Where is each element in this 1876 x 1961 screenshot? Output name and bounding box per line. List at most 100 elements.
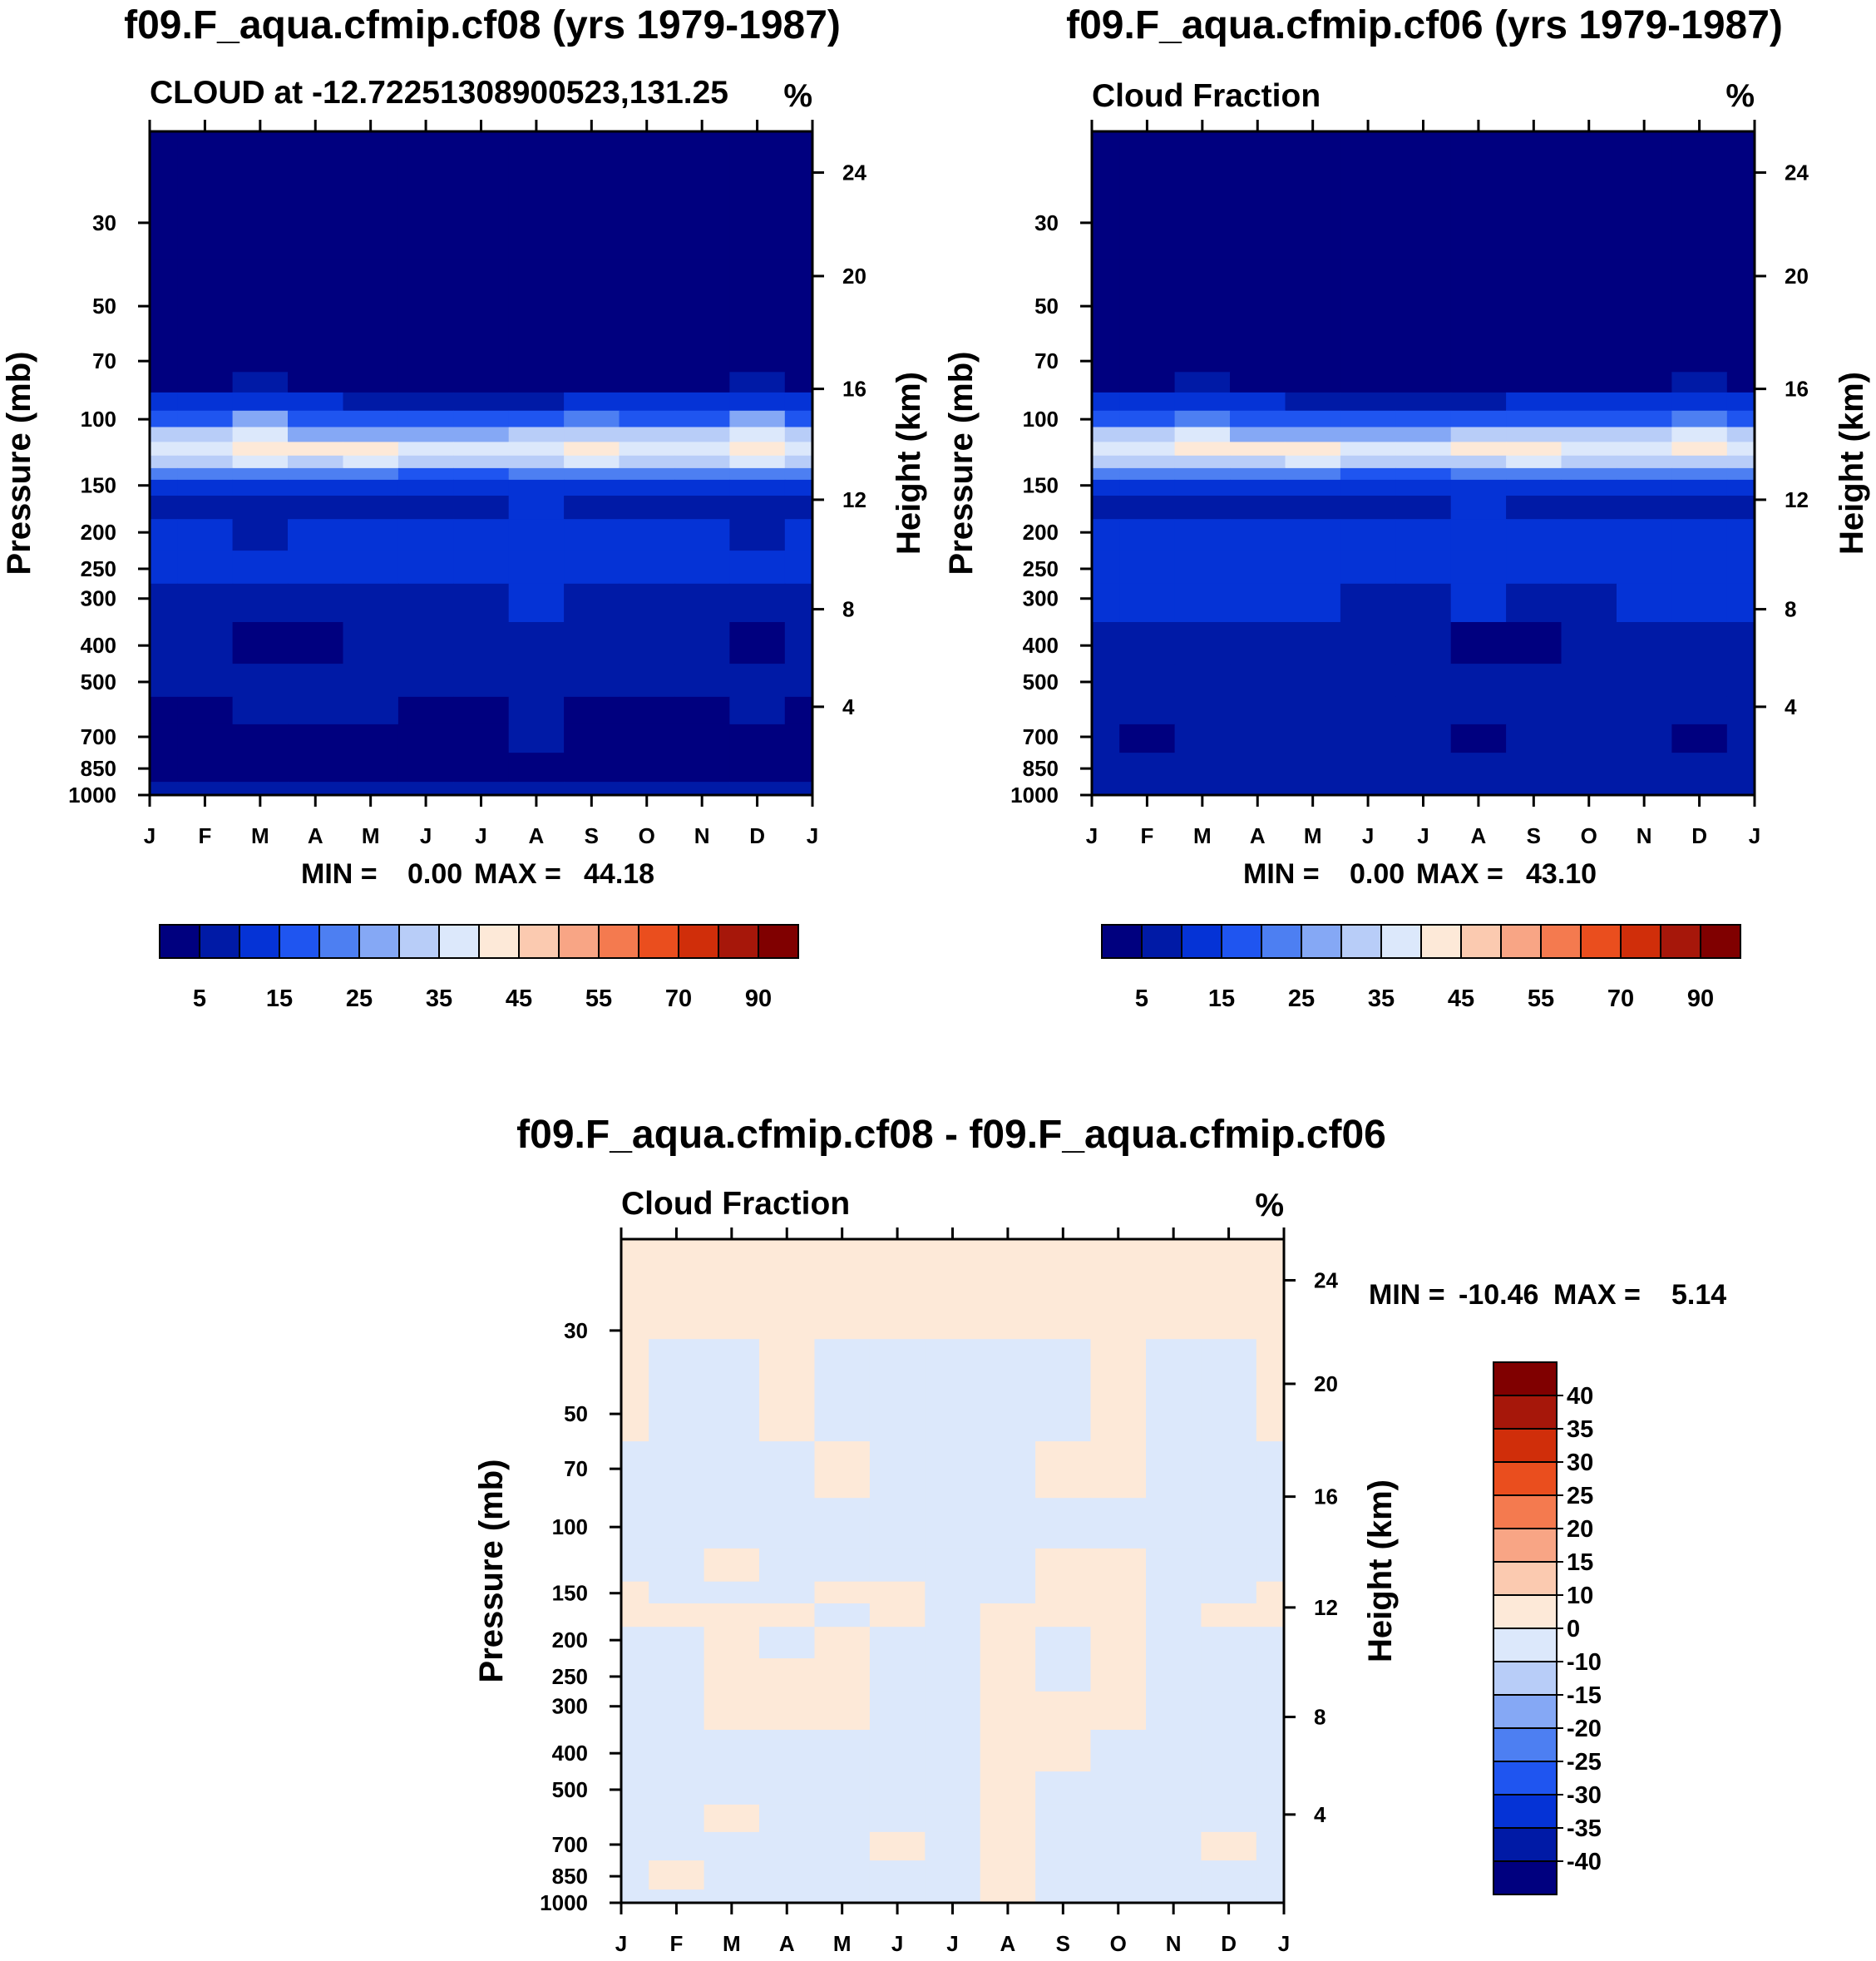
contour-cell [674, 753, 730, 783]
contour-cell [704, 1339, 760, 1442]
contour-cell [1201, 1691, 1257, 1731]
contour-cell [1617, 496, 1672, 520]
contour-cell [704, 1498, 760, 1549]
height-tick-label: 24 [1314, 1267, 1338, 1292]
contour-cell [564, 583, 620, 623]
contour-cell [704, 1691, 760, 1731]
contour-cell [508, 442, 565, 457]
colorbar-swatch [1301, 924, 1342, 959]
y-tick-label: 30 [564, 1318, 588, 1343]
contour-cell [1146, 1658, 1202, 1692]
contour-cell [1395, 442, 1452, 457]
contour-cell [1090, 1581, 1147, 1604]
contour-cell [1506, 664, 1563, 698]
contour-cell [649, 1339, 705, 1442]
y-tick-label: 50 [564, 1401, 588, 1426]
contour-cell [1506, 519, 1563, 551]
contour-cell [1561, 724, 1617, 753]
contour-cell [619, 753, 675, 783]
contour-cell [453, 259, 510, 373]
contour-cell [150, 479, 178, 496]
contour-cell [453, 479, 510, 496]
contour-cell [1090, 1804, 1147, 1833]
contour-cell [784, 519, 812, 551]
contour-cell [453, 496, 510, 520]
contour-cell [814, 1339, 871, 1442]
contour-cell [1340, 427, 1396, 442]
contour-cell [343, 782, 399, 795]
contour-cell [1092, 427, 1120, 442]
height-tick-label: 4 [842, 694, 855, 719]
y-tick-label: 70 [564, 1456, 588, 1481]
contour-cell [1256, 1771, 1284, 1805]
x-tick-label: M [362, 823, 380, 848]
colorbar-label: -30 [1567, 1782, 1602, 1809]
contour-cell [1561, 259, 1617, 373]
contour-cell [453, 664, 510, 698]
contour-cell [508, 782, 565, 795]
contour-cell [1340, 724, 1396, 753]
contour-cell [1174, 664, 1231, 698]
contour-cell [1256, 1581, 1284, 1604]
contour-cell [621, 1239, 649, 1340]
contour-cell [1340, 782, 1396, 795]
colorbar-label: -20 [1567, 1716, 1602, 1742]
colorbar-label: 90 [1687, 985, 1714, 1012]
contour-cell [1395, 622, 1452, 664]
x-tick-label: A [1471, 823, 1487, 848]
contour-cell [1174, 442, 1231, 457]
contour-cell [1146, 1831, 1202, 1861]
min-label: MIN = [1243, 858, 1320, 890]
contour-cell [925, 1581, 981, 1604]
contour-cell [343, 583, 399, 623]
contour-cell [1119, 427, 1176, 442]
contour-cell [150, 753, 178, 783]
contour-cell [649, 1691, 705, 1731]
contour-cell [869, 1441, 926, 1499]
contour-cell [288, 455, 343, 469]
contour-cell [1671, 467, 1728, 481]
contour-cell [1450, 479, 1507, 496]
contour-cell [1726, 519, 1755, 551]
contour-cell [564, 427, 620, 442]
contour-cell [1340, 131, 1396, 259]
contour-cell [1285, 427, 1341, 442]
contour-cell [453, 622, 510, 664]
colorbar-swatch [638, 924, 679, 959]
x-tick-label: A [779, 1931, 795, 1956]
y-tick-label: 250 [81, 556, 116, 581]
contour-cell [1285, 467, 1341, 481]
contour-cell [1340, 664, 1396, 698]
x-tick-label: M [723, 1931, 741, 1956]
contour-cell [564, 259, 620, 373]
contour-cell [177, 427, 234, 442]
contour-cell [1090, 1239, 1147, 1340]
contour-cell [1146, 1804, 1202, 1833]
contour-cell [1256, 1658, 1284, 1692]
contour-cell [814, 1730, 871, 1772]
colorbar-label: 25 [346, 985, 373, 1012]
contour-cell [649, 1498, 705, 1549]
contour-cell [453, 392, 510, 412]
contour-cell [343, 372, 399, 393]
contour-cell [1230, 583, 1286, 623]
colorbar-swatch [1660, 924, 1701, 959]
colorbar-swatch [1493, 1528, 1558, 1563]
contour-cell [925, 1339, 981, 1442]
contour-cell [150, 696, 178, 725]
contour-cell [1092, 392, 1120, 412]
contour-cell [704, 1771, 760, 1805]
contour-cell [619, 496, 675, 520]
contour-cell [1092, 442, 1120, 457]
contour-cell [784, 551, 812, 585]
contour-cell [1174, 259, 1231, 373]
contour-cell [1201, 1831, 1257, 1861]
contour-cell [1285, 696, 1341, 725]
contour-cell [1035, 1548, 1092, 1583]
contour-cell [453, 410, 510, 428]
contour-cell [150, 467, 178, 481]
contour-cell [674, 442, 730, 457]
contour-cell [564, 519, 620, 551]
contour-cell [980, 1581, 1036, 1604]
contour-cell [759, 1831, 815, 1861]
